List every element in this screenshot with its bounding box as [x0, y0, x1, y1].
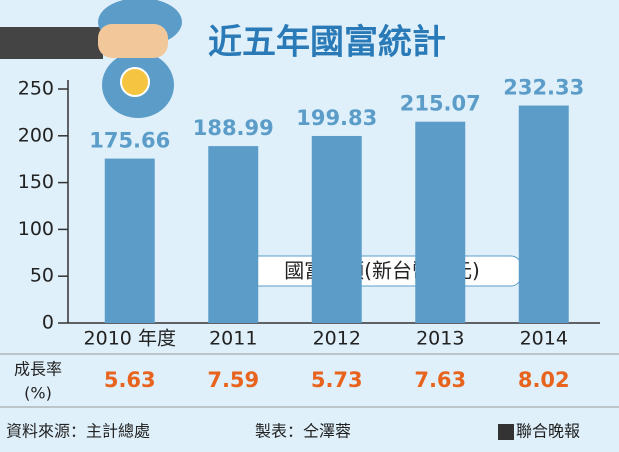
growth-label: 成長率 — [14, 360, 62, 379]
y-tick-label: 150 — [18, 171, 54, 193]
x-tick-label: 2014 — [520, 328, 568, 350]
y-tick-label: 100 — [18, 218, 54, 240]
growth-label: (%) — [24, 384, 52, 403]
title-bar — [0, 27, 103, 59]
growth-value: 5.73 — [311, 368, 363, 392]
value-label: 215.07 — [400, 92, 481, 116]
value-label: 175.66 — [89, 129, 170, 153]
credit: 製表：仝澤蓉 — [255, 422, 351, 441]
x-tick-label: 2013 — [416, 328, 464, 350]
growth-value: 8.02 — [518, 368, 570, 392]
bar — [104, 158, 155, 323]
value-label: 199.83 — [296, 106, 377, 130]
bar — [518, 105, 569, 323]
x-tick-label: 2012 — [313, 328, 361, 350]
y-tick-label: 250 — [18, 78, 54, 100]
growth-value: 5.63 — [104, 368, 156, 392]
y-tick-label: 200 — [18, 124, 54, 146]
growth-value: 7.63 — [414, 368, 466, 392]
bar — [311, 135, 362, 323]
value-label: 188.99 — [193, 116, 274, 140]
value-label: 232.33 — [503, 76, 584, 100]
y-tick-label: 0 — [42, 312, 54, 334]
publisher: 聯合晚報 — [516, 422, 580, 441]
y-tick-label: 50 — [30, 265, 54, 287]
source: 資料來源：主計總處 — [6, 422, 150, 441]
growth-value: 7.59 — [207, 368, 259, 392]
bar — [415, 121, 466, 323]
chart-title: 近五年國富統計 — [208, 23, 446, 63]
x-tick-label: 2010 年度 — [84, 328, 176, 350]
publisher-icon — [498, 424, 514, 440]
bar — [208, 146, 259, 323]
money-bag-icon — [98, 0, 182, 118]
x-tick-label: 2011 — [209, 328, 257, 350]
